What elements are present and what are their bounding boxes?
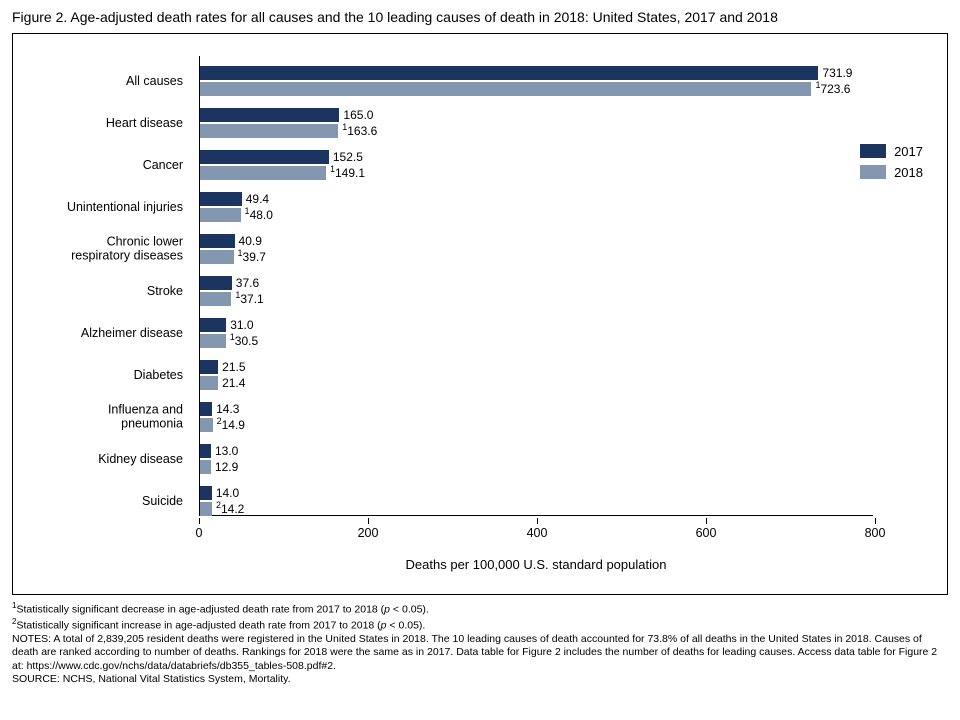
footnote-1: 1Statistically significant decrease in a… bbox=[12, 601, 948, 617]
bar-value-label: 21.4 bbox=[222, 376, 245, 390]
legend-label-2017: 2017 bbox=[894, 144, 923, 159]
bar-value-label: 14.3 bbox=[216, 402, 239, 416]
category-label: Kidney disease bbox=[98, 452, 183, 466]
bar bbox=[200, 166, 326, 180]
bar bbox=[200, 82, 811, 96]
bar-value-label: 37.6 bbox=[236, 276, 259, 290]
bar-value-label: 1163.6 bbox=[342, 124, 377, 138]
bar bbox=[200, 486, 212, 500]
bar bbox=[200, 250, 234, 264]
category-label: Heart disease bbox=[106, 116, 183, 130]
category-label: All causes bbox=[126, 74, 183, 88]
bar-value-label: 1723.6 bbox=[815, 82, 850, 96]
bar bbox=[200, 334, 226, 348]
legend: 2017 2018 bbox=[860, 144, 923, 186]
bar-value-label: 148.0 bbox=[245, 208, 273, 222]
category-labels: All causes Heart disease Cancer Unintention… bbox=[13, 56, 193, 516]
category-label: Cancer bbox=[143, 158, 183, 172]
footnote-source: SOURCE: NCHS, National Vital Statistics … bbox=[12, 673, 948, 686]
bar-value-label: 14.0 bbox=[216, 486, 239, 500]
bar bbox=[200, 360, 218, 374]
bar-value-label: 214.2 bbox=[216, 502, 244, 516]
bar bbox=[200, 292, 231, 306]
category-label: Unintentional injuries bbox=[67, 200, 183, 214]
bar-value-label: 40.9 bbox=[239, 234, 262, 248]
x-tick bbox=[706, 518, 707, 524]
bar bbox=[200, 150, 329, 164]
legend-swatch-2018 bbox=[860, 165, 886, 179]
x-tick bbox=[368, 518, 369, 524]
category-label: Stroke bbox=[147, 284, 183, 298]
plot-area: 731.9 1723.6 165.0 1163.6 152.5 1149.1 49.4 148… bbox=[199, 56, 873, 516]
bar-value-label: 1149.1 bbox=[330, 166, 365, 180]
bar bbox=[200, 276, 232, 290]
bar bbox=[200, 124, 338, 138]
bar-value-label: 152.5 bbox=[333, 150, 363, 164]
x-tick-label: 200 bbox=[358, 526, 379, 540]
bar bbox=[200, 402, 212, 416]
footnote-2: 2Statistically significant increase in a… bbox=[12, 617, 948, 633]
x-tick-label: 600 bbox=[696, 526, 717, 540]
bar-value-label: 21.5 bbox=[222, 360, 245, 374]
x-tick-label: 400 bbox=[527, 526, 548, 540]
category-label: Diabetes bbox=[134, 368, 183, 382]
bar bbox=[200, 108, 339, 122]
bar-value-label: 31.0 bbox=[230, 318, 253, 332]
legend-item-2018: 2018 bbox=[860, 165, 923, 180]
chart-frame: All causes Heart disease Cancer Unintention… bbox=[12, 33, 948, 595]
bar bbox=[200, 66, 818, 80]
legend-swatch-2017 bbox=[860, 144, 886, 158]
bar bbox=[200, 444, 211, 458]
bar-value-label: 165.0 bbox=[343, 108, 373, 122]
category-label: Influenza andpneumonia bbox=[108, 403, 183, 432]
bar bbox=[200, 208, 241, 222]
bar bbox=[200, 418, 213, 432]
x-tick bbox=[199, 518, 200, 524]
category-label: Alzheimer disease bbox=[81, 326, 183, 340]
bar-value-label: 214.9 bbox=[217, 418, 245, 432]
bar-value-label: 137.1 bbox=[235, 292, 263, 306]
footnotes: 1Statistically significant decrease in a… bbox=[12, 601, 948, 687]
bar bbox=[200, 192, 242, 206]
category-label: Chronic lowerrespiratory diseases bbox=[71, 235, 183, 264]
x-tick bbox=[537, 518, 538, 524]
bar-value-label: 49.4 bbox=[246, 192, 269, 206]
bar bbox=[200, 502, 212, 516]
bar-value-label: 731.9 bbox=[822, 66, 852, 80]
bar-value-label: 130.5 bbox=[230, 334, 258, 348]
x-tick bbox=[875, 518, 876, 524]
bar bbox=[200, 460, 211, 474]
x-axis-title: Deaths per 100,000 U.S. standard populat… bbox=[199, 557, 873, 572]
bar bbox=[200, 234, 235, 248]
bar bbox=[200, 318, 226, 332]
figure-title: Figure 2. Age-adjusted death rates for a… bbox=[0, 0, 960, 33]
footnote-notes: NOTES: A total of 2,839,205 resident dea… bbox=[12, 633, 948, 673]
bar bbox=[200, 376, 218, 390]
legend-label-2018: 2018 bbox=[894, 165, 923, 180]
x-axis-ticks: 0200400600800 bbox=[199, 518, 873, 544]
category-label: Suicide bbox=[142, 494, 183, 508]
legend-item-2017: 2017 bbox=[860, 144, 923, 159]
bar-value-label: 139.7 bbox=[238, 250, 266, 264]
bar-value-label: 12.9 bbox=[215, 460, 238, 474]
bar-value-label: 13.0 bbox=[215, 444, 238, 458]
x-tick-label: 0 bbox=[196, 526, 203, 540]
x-tick-label: 800 bbox=[865, 526, 886, 540]
